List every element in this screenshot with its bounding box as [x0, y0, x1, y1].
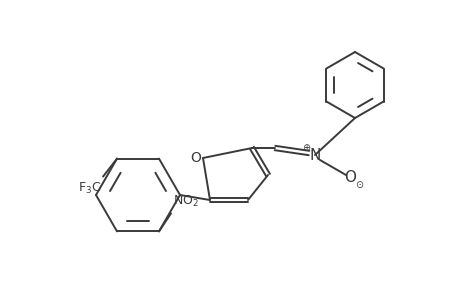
Text: F$_3$C: F$_3$C: [78, 181, 101, 196]
Text: O: O: [190, 151, 201, 165]
Text: NO$_2$: NO$_2$: [173, 194, 198, 209]
Text: N: N: [308, 148, 320, 163]
Text: ⊕: ⊕: [301, 143, 309, 153]
Text: ⊙: ⊙: [354, 180, 362, 190]
Text: O: O: [343, 170, 355, 185]
